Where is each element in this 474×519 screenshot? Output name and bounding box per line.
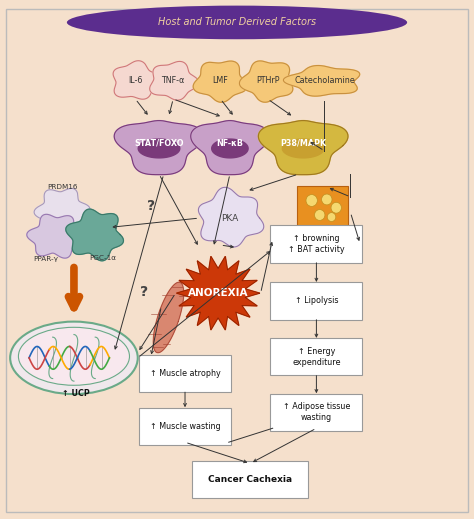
- Polygon shape: [153, 282, 183, 353]
- Text: ANOREXIA: ANOREXIA: [188, 288, 248, 298]
- Text: PGC-1α: PGC-1α: [89, 255, 116, 262]
- Polygon shape: [283, 139, 324, 158]
- Ellipse shape: [315, 210, 325, 221]
- Text: PRDM16: PRDM16: [47, 184, 77, 190]
- Polygon shape: [66, 209, 123, 261]
- Text: PKA: PKA: [221, 214, 238, 223]
- Ellipse shape: [327, 213, 336, 222]
- Text: PPAR-γ: PPAR-γ: [33, 256, 58, 263]
- FancyBboxPatch shape: [270, 338, 363, 375]
- Text: TNF-α: TNF-α: [162, 76, 185, 86]
- FancyBboxPatch shape: [297, 186, 347, 231]
- Ellipse shape: [67, 6, 407, 39]
- FancyBboxPatch shape: [270, 393, 363, 431]
- Ellipse shape: [321, 194, 332, 205]
- Polygon shape: [176, 256, 260, 330]
- Polygon shape: [138, 139, 180, 158]
- Polygon shape: [193, 61, 247, 102]
- Text: ↑ Energy
expenditure: ↑ Energy expenditure: [292, 347, 341, 366]
- Text: P38/MAPK: P38/MAPK: [280, 139, 326, 147]
- Polygon shape: [283, 65, 360, 96]
- FancyBboxPatch shape: [139, 407, 231, 445]
- Text: ↑ Adipose tissue
wasting: ↑ Adipose tissue wasting: [283, 403, 350, 422]
- Text: Cancer Cachexia: Cancer Cachexia: [208, 475, 292, 484]
- Polygon shape: [191, 120, 269, 175]
- Text: ↑ Muscle wasting: ↑ Muscle wasting: [150, 421, 220, 431]
- Text: ↑ Lipolysis: ↑ Lipolysis: [295, 296, 338, 305]
- Text: IL-6: IL-6: [128, 76, 143, 86]
- Text: STAT/FOXO: STAT/FOXO: [134, 139, 184, 147]
- Text: PTHrP: PTHrP: [256, 76, 280, 86]
- Text: Host and Tumor Derived Factors: Host and Tumor Derived Factors: [158, 18, 316, 28]
- Polygon shape: [27, 214, 82, 258]
- Ellipse shape: [331, 202, 341, 213]
- Text: ?: ?: [140, 285, 148, 299]
- Polygon shape: [258, 120, 348, 175]
- Polygon shape: [150, 61, 199, 100]
- Polygon shape: [34, 188, 90, 232]
- Polygon shape: [212, 139, 248, 158]
- Text: LMF: LMF: [212, 76, 228, 86]
- FancyBboxPatch shape: [139, 355, 231, 392]
- Polygon shape: [239, 61, 293, 102]
- Polygon shape: [199, 187, 264, 247]
- Text: ↑ UCP: ↑ UCP: [63, 389, 90, 398]
- Polygon shape: [113, 61, 161, 99]
- Text: NF-κB: NF-κB: [217, 139, 244, 147]
- Text: ↑ browning
↑ BAT activity: ↑ browning ↑ BAT activity: [288, 234, 345, 254]
- Text: ↑ Muscle atrophy: ↑ Muscle atrophy: [150, 369, 220, 378]
- Ellipse shape: [10, 322, 138, 394]
- Ellipse shape: [306, 195, 318, 207]
- Text: Catecholamine: Catecholamine: [294, 76, 355, 86]
- FancyBboxPatch shape: [270, 282, 363, 320]
- FancyBboxPatch shape: [270, 225, 363, 263]
- Polygon shape: [114, 120, 204, 175]
- FancyBboxPatch shape: [192, 461, 308, 498]
- Text: ?: ?: [147, 199, 155, 213]
- Ellipse shape: [18, 327, 129, 385]
